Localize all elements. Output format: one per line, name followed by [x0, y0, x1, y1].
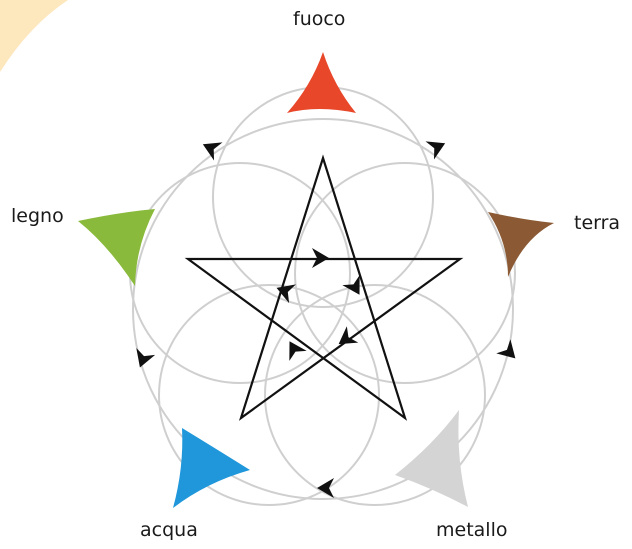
label-fuoco: fuoco [293, 8, 346, 30]
element-markers [78, 52, 554, 508]
marker-fuoco [287, 52, 356, 113]
chevron-arrow-icon [289, 341, 307, 361]
chevron-arrow-icon [202, 142, 223, 161]
label-legno: legno [11, 205, 64, 227]
controlling-cycle-star [184, 154, 464, 421]
label-acqua: acqua [140, 519, 198, 541]
corner-accent [0, 0, 68, 72]
generating-cycle-circle [132, 118, 514, 500]
legno-circle [129, 162, 351, 384]
chevron-arrow-icon [338, 326, 359, 345]
chevron-arrow-icon [276, 284, 296, 304]
cycle-arrows [136, 141, 516, 498]
marker-acqua [173, 428, 250, 508]
marker-legno [78, 209, 155, 286]
chevron-arrow-icon [425, 141, 446, 160]
label-metallo: metallo [436, 519, 508, 541]
chevron-arrow-icon [317, 478, 334, 498]
marker-metallo [395, 410, 468, 507]
chevron-arrow-icon [342, 275, 360, 295]
marker-terra [488, 212, 554, 277]
acqua-circle [158, 284, 380, 506]
metallo-circle [264, 284, 486, 506]
chevron-arrow-icon [312, 248, 329, 268]
label-terra: terra [574, 212, 621, 234]
terra-circle [294, 162, 516, 384]
chevron-arrow-icon [496, 339, 516, 359]
chevron-arrow-icon [136, 348, 156, 368]
